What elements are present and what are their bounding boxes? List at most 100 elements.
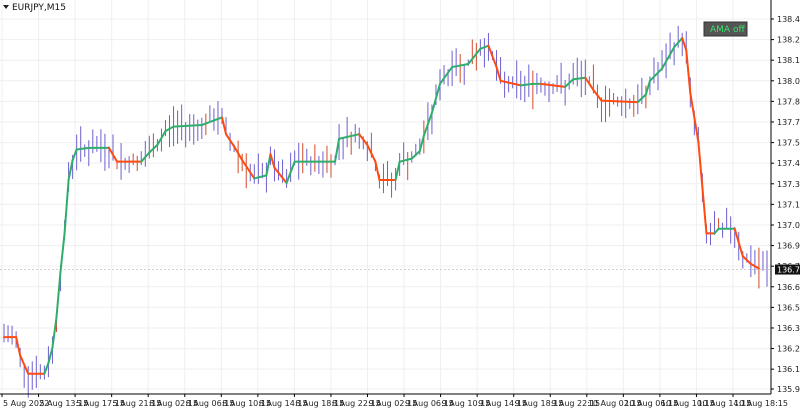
x-tick-label: 8 Aug 06:15 (186, 399, 235, 408)
y-tick-label: 135.980 (777, 385, 800, 394)
ama-segment (221, 116, 228, 136)
ama-segment (107, 146, 119, 163)
x-tick-label: 9 Aug 22:15 (551, 399, 600, 408)
x-tick-label: 10 Aug 06:15 (624, 399, 678, 408)
ama-segment (572, 76, 587, 81)
ama-segment (741, 255, 752, 265)
ama-segment (156, 130, 167, 146)
y-tick-label: 137.190 (777, 200, 800, 209)
x-tick-label: 8 Aug 10:15 (222, 399, 271, 408)
ama-segment (233, 145, 244, 162)
y-tick-label: 136.650 (777, 283, 800, 292)
ama-toggle-label: AMA off (710, 25, 745, 35)
symbol-title: EURJPY,M15 (12, 3, 66, 13)
y-tick-label: 137.595 (777, 139, 800, 148)
ama-segment (338, 133, 361, 140)
ama-segment (140, 151, 151, 163)
ama-line (3, 37, 760, 375)
x-tick-label: 10 Aug 10:15 (661, 399, 715, 408)
ama-segment (564, 78, 575, 88)
ama-segment (148, 143, 159, 154)
ama-segment (487, 44, 498, 69)
ama-segment (273, 166, 288, 185)
ama-segment (51, 316, 58, 349)
ama-segment (600, 99, 639, 104)
ama-segment (366, 143, 377, 163)
x-tick-label: 10 Aug 02:15 (588, 399, 642, 408)
ama-segment (592, 88, 603, 102)
ama-segment (164, 125, 175, 133)
ama-segment (172, 124, 203, 128)
y-tick-label: 137.460 (777, 159, 800, 168)
ama-segment (584, 76, 595, 91)
x-tick-label: 9 Aug 10:15 (442, 399, 491, 408)
x-tick-label: 8 Aug 14:15 (259, 399, 308, 408)
y-tick-label: 138.135 (777, 56, 800, 65)
x-tick-label: 9 Aug 18:15 (515, 399, 564, 408)
ama-segment (67, 159, 74, 181)
ama-segment (430, 82, 441, 114)
ama-segment (15, 336, 22, 357)
ama-segment (499, 79, 522, 87)
ama-segment (75, 146, 90, 151)
x-tick-label: 9 Aug 06:15 (405, 399, 454, 408)
y-tick-label: 138.000 (777, 77, 800, 86)
ama-segment (644, 79, 651, 96)
y-tick-label: 137.055 (777, 221, 800, 230)
ama-segment (265, 153, 272, 177)
current-price-tag: 136.763 (775, 264, 800, 275)
current-price-value: 136.763 (777, 266, 800, 275)
ama-segment (410, 149, 421, 160)
ama-segment (418, 134, 425, 152)
y-tick-label: 137.865 (777, 97, 800, 106)
ama-segment (394, 160, 401, 181)
x-tick-label: 5 Aug 17:15 (76, 399, 125, 408)
ama-segment (648, 67, 664, 82)
ama-segment (749, 262, 760, 270)
ama-segment (59, 232, 66, 273)
x-tick-label: 10 Aug 14:15 (697, 399, 751, 408)
x-tick-label: 5 Aug 21:15 (113, 399, 162, 408)
ama-segment (697, 140, 704, 189)
ama-segment (661, 46, 676, 70)
ama-segment (733, 227, 744, 258)
ama-segment (636, 93, 647, 104)
ama-segment (55, 270, 62, 319)
ama-segment (374, 160, 381, 181)
y-tick-label: 138.270 (777, 36, 800, 45)
x-tick-label: 8 Aug 02:15 (149, 399, 198, 408)
ama-segment (451, 63, 470, 69)
ama-segment (47, 346, 54, 365)
x-tick-label: 5 Aug 2022 (3, 399, 49, 408)
x-tick-label: 5 Aug 13:15 (40, 399, 89, 408)
ama-segment (285, 160, 296, 185)
x-tick-label: 9 Aug 14:15 (478, 399, 527, 408)
ama-toggle-button[interactable]: AMA off (703, 21, 748, 37)
ama-segment (495, 66, 502, 82)
ama-segment (241, 159, 256, 180)
ama-segment (200, 119, 215, 127)
x-tick-label: 8 Aug 22:15 (332, 399, 381, 408)
ama-segment (479, 44, 490, 50)
ama-segment (539, 82, 567, 88)
ama-segment (225, 133, 236, 148)
ama-segment (334, 137, 341, 163)
ama-segment (19, 354, 30, 375)
y-tick-label: 137.730 (777, 118, 800, 127)
ama-segment (673, 37, 684, 49)
ama-segment (358, 133, 369, 146)
y-tick-label: 136.245 (777, 345, 800, 354)
ama-segment (269, 153, 276, 169)
y-tick-label: 136.380 (777, 324, 800, 333)
price-axis[interactable]: 138.405 138.270 138.135 138.000 137.865 137.7… (770, 0, 800, 394)
triangle-down-icon[interactable] (3, 5, 9, 9)
y-tick-label: 137.325 (777, 180, 800, 189)
x-tick-label: 8 Aug 18:15 (295, 399, 344, 408)
ama-segment (253, 174, 268, 180)
y-tick-label: 136.110 (777, 365, 800, 374)
x-tick-label: 10 Aug 18:15 (734, 399, 788, 408)
y-tick-label: 138.405 (777, 15, 800, 24)
